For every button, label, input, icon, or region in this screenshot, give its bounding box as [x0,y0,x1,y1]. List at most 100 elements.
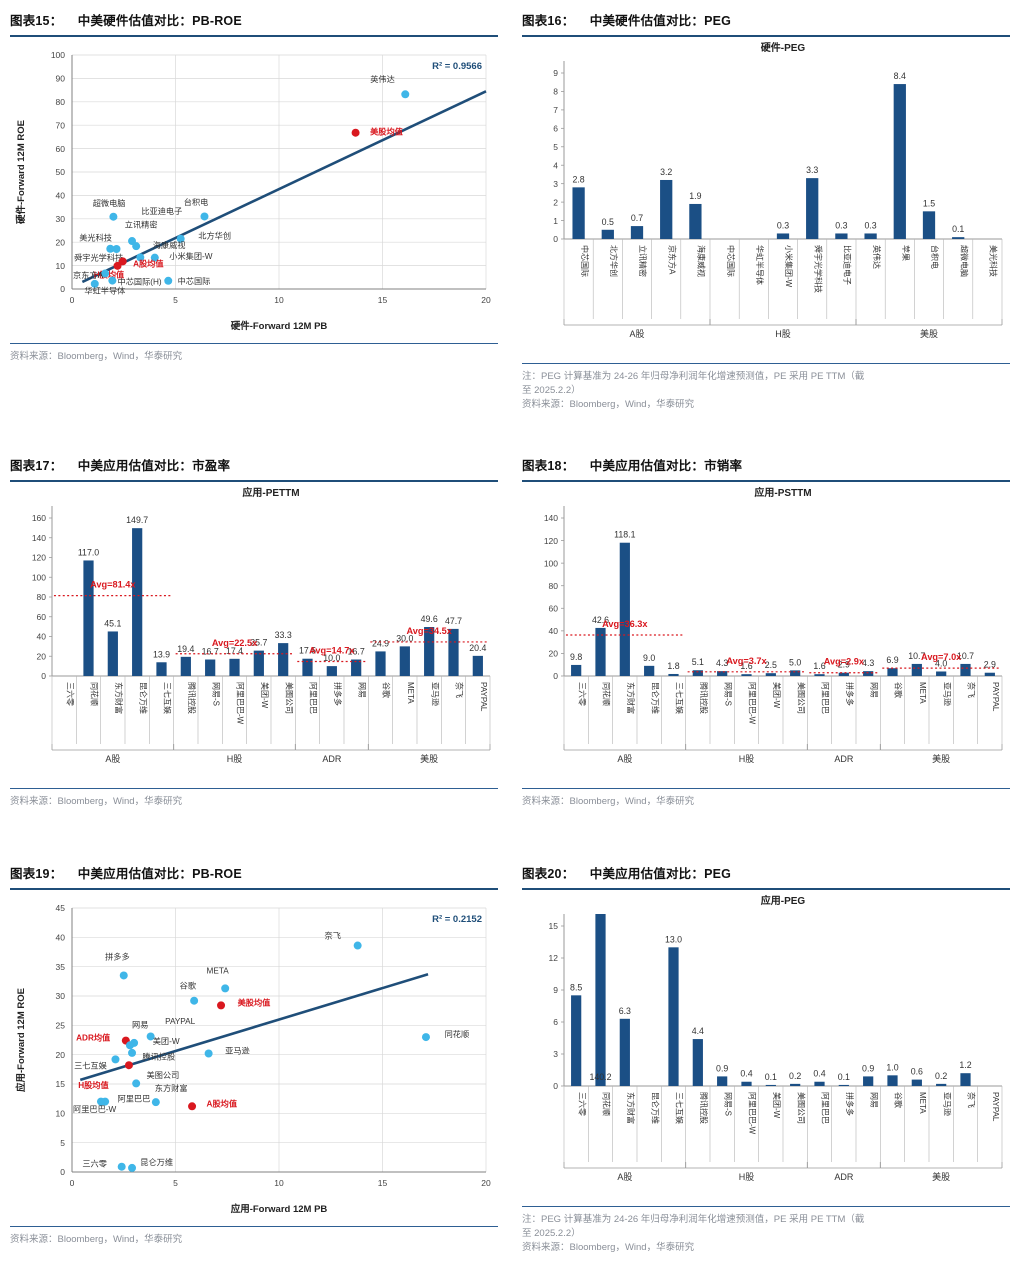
category-label: 网易 [869,682,878,698]
exhibit-19-source: 资料来源：Bloomberg，Wind，华泰研究 [10,1234,183,1246]
bar-value-label: 0.1 [952,224,964,234]
bar-value-label: 45.1 [104,619,121,629]
scatter-point [117,1162,126,1171]
bar [660,179,673,239]
y-tick-label: 80 [37,592,47,602]
bar-value-label: 5.0 [789,658,801,668]
y-tick-label: 10 [56,261,66,271]
category-label: 奈飞 [455,682,465,698]
category-label: 舜宇光学科技 [813,245,823,293]
y-tick-label: 6 [553,124,558,134]
exhibit-19-chart: 0 5 10 15 20 25 30 35 40 45 0 5 10 15 20 奈飞 拼多多 META 谷歌 美股均… [10,890,498,1220]
y-tick-label: 60 [37,612,47,622]
bar [668,674,679,677]
bar-value-label: 42.6 [592,615,609,625]
scatter-point [401,90,410,99]
exhibit-17-chart: 应用-PETTM 0 20 40 60 80 100 120 140 160 三六零 117.0 同花顺… [10,482,498,782]
y-tick-label: 15 [56,1079,66,1089]
bar [302,659,313,677]
x-axis-title: 硬件-Forward 12M PB [231,320,328,332]
exhibit-20-chart: 应用-PEG 0 3 6 9 12 15 8.5 三六零 140.2 同花顺 6.3 东方财富 昆仑万维 1… [522,890,1010,1200]
bar [692,1039,703,1087]
category-label: 美图公司 [796,1092,806,1124]
bar-value-label: 0.2 [935,1071,947,1081]
point-label: 奈飞 [325,931,341,941]
point-label: 北方华创 [198,231,231,241]
bar [911,664,922,677]
category-label: 昆仑万维 [650,1092,660,1124]
bar-value-label: 1.8 [667,661,679,671]
y-tick-label: 30 [56,991,66,1001]
bar [689,203,702,239]
category-label: 三七互娱 [163,682,172,714]
bar [326,666,337,677]
point-label: 拼多多 [105,952,130,962]
group-label: A股 [105,754,120,764]
r-squared-label: R² = 0.9566 [432,61,482,72]
bar [893,84,906,239]
bar-value-label: 47.7 [445,616,462,626]
y-tick-label: 40 [549,626,559,636]
bar-value-label: 2.8 [572,174,584,184]
exhibit-18-label: 图表18： [522,459,575,474]
bar-value-label: 49.6 [421,614,438,624]
bar-value-label: 2.9 [984,660,996,670]
scatter-point [351,128,360,137]
exhibit-19-source-rule [10,1226,498,1228]
exhibit-16-note-line1: 注：PEG 计算基准为 24-26 年归母净利润年化增速预测值，PE 采用 PE… [522,371,865,382]
exhibit-17-source-rule [10,788,498,790]
scatter-point [190,996,199,1005]
y-tick-label: 40 [56,933,66,943]
bar [156,662,167,677]
category-label: 中芯国际 [580,245,590,277]
group-label: H股 [739,1172,755,1182]
exhibit-15-heading: 中美硬件估值对比：PB-ROE [77,14,242,28]
scatter-point [150,253,159,262]
category-label: 英伟达 [872,245,882,269]
scatter-point [112,244,121,253]
bar-value-label: 6.9 [886,656,898,666]
bar [790,670,801,677]
point-label: H股均值 [78,1080,109,1090]
chart-title: 应用-PEG [761,894,806,907]
bar [790,1083,801,1087]
category-label: 比亚迪电子 [843,245,853,285]
bar-value-label: 16.7 [202,647,219,657]
y-tick-label: 8 [553,87,558,97]
exhibit-18-source-rule [522,788,1010,790]
bar [668,947,679,1087]
bar-value-label: 0.5 [602,217,614,227]
category-label: 腾讯控股 [699,1092,709,1124]
category-label: 同花顺 [602,1092,612,1116]
scatter-point [136,253,145,262]
x-tick-label: 15 [378,295,388,305]
point-label: 中芯国际(H) [118,277,162,287]
bar-chart-17: 应用-PETTM 0 20 40 60 80 100 120 140 160 三六零 117.0 同花顺… [32,486,491,764]
category-label: 美图公司 [284,682,294,714]
bar-value-label: 13.0 [665,934,682,944]
category-label: 谷歌 [894,682,904,698]
point-label: 三六零 [82,1159,107,1169]
y-tick-label: 0 [553,671,558,681]
scatter-point [109,212,118,221]
bar [863,1076,874,1087]
bar-value-label: 4.3 [716,658,728,668]
exhibit-18-chart: 应用-PSTTM 0 20 40 60 80 100 120 140 9.8 三六零 42.6 同花顺 1… [522,482,1010,782]
scatter-point [128,1048,137,1057]
r-squared-label: R² = 0.2152 [432,914,482,925]
bar [572,187,585,239]
bar-value-label: 10.7 [908,651,925,661]
y-tick-label: 45 [56,903,66,913]
category-label: 立讯精密 [638,245,648,277]
point-label: 阿里巴巴-W [73,1105,116,1114]
y-tick-label: 120 [32,553,46,563]
bar-value-label: 4.3 [862,658,874,668]
category-label: 海康威视 [697,245,707,277]
bar-value-label: 0.7 [631,213,643,223]
group-label: 美股 [420,753,438,764]
point-label: 美光科技 [79,232,112,242]
exhibit-15-source-rule [10,343,498,344]
exhibit-20-note-line1: 注：PEG 计算基准为 24-26 年归母净利润年化增速预测值，PE 采用 PE… [522,1214,865,1226]
bar-value-label: 5.1 [692,658,704,668]
